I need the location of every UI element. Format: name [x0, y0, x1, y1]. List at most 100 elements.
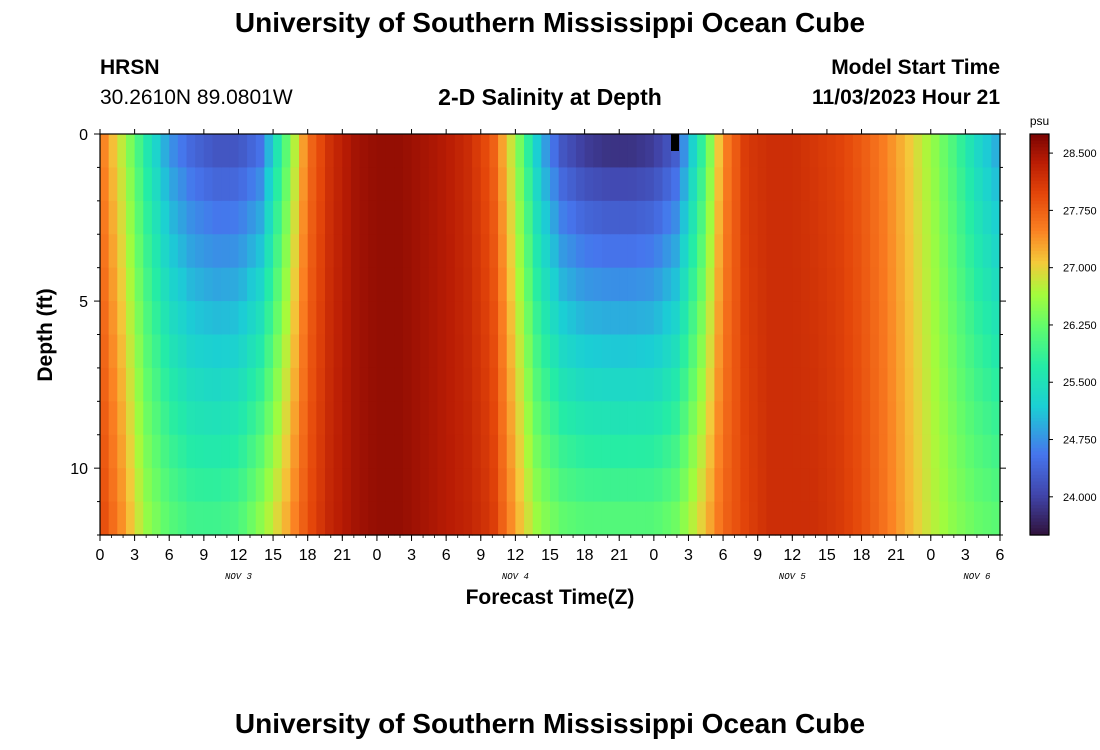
heatmap-cell — [974, 334, 984, 369]
heatmap-cell — [151, 501, 162, 536]
heatmap-cell — [463, 468, 473, 503]
heatmap-cell — [411, 267, 421, 302]
colorbar-segment — [1030, 401, 1049, 406]
x-tick-label: 15 — [541, 547, 559, 564]
heatmap-cell — [991, 301, 1001, 336]
heatmap-cell — [688, 167, 698, 202]
heatmap-cell — [714, 167, 724, 202]
colorbar-segment — [1030, 210, 1049, 215]
heatmap-cell — [619, 501, 629, 536]
heatmap-cell — [723, 468, 733, 503]
heatmap-cell — [593, 434, 603, 469]
heatmap-cell — [575, 501, 586, 536]
heatmap-cell — [108, 468, 118, 503]
heatmap-cell — [394, 167, 404, 202]
day-label: NOV 3 — [225, 572, 253, 582]
heatmap-cell — [238, 401, 248, 436]
heatmap-cell — [125, 200, 136, 235]
heatmap-cell — [671, 501, 681, 536]
heatmap-cell — [446, 200, 456, 235]
heatmap-cell — [783, 234, 793, 269]
colorbar-segment — [1030, 448, 1049, 453]
heatmap-cell — [558, 134, 568, 169]
colorbar-segment — [1030, 157, 1049, 162]
heatmap-cell — [974, 134, 984, 169]
heatmap-cell — [792, 301, 802, 336]
heatmap-cell — [818, 401, 828, 436]
heatmap-cell — [645, 301, 655, 336]
heatmap-cell — [844, 301, 854, 336]
heatmap-cell — [273, 367, 283, 402]
colorbar-segment — [1030, 371, 1049, 376]
heatmap-cell — [991, 234, 1001, 269]
heatmap-cell — [593, 167, 603, 202]
heatmap-cell — [792, 468, 802, 503]
heatmap-cell — [766, 334, 776, 369]
heatmap-cell — [974, 501, 984, 536]
heatmap-cell — [930, 501, 941, 536]
heatmap-cell — [705, 301, 716, 336]
heatmap-cell — [922, 200, 932, 235]
heatmap-cell — [100, 501, 110, 536]
heatmap-cell — [437, 234, 447, 269]
heatmap-cell — [125, 134, 136, 169]
heatmap-cell — [489, 401, 499, 436]
heatmap-cell — [593, 200, 603, 235]
heatmap-cell — [679, 501, 690, 536]
heatmap-cell — [775, 200, 785, 235]
heatmap-cell — [697, 501, 707, 536]
heatmap-cell — [498, 468, 508, 503]
heatmap-cell — [593, 401, 603, 436]
heatmap-cell — [584, 501, 594, 536]
heatmap-cell — [653, 200, 664, 235]
heatmap-cell — [446, 501, 456, 536]
heatmap-cell — [922, 468, 932, 503]
heatmap-cell — [939, 501, 949, 536]
heatmap-cell — [645, 367, 655, 402]
colorbar-segment — [1030, 284, 1049, 289]
heatmap-cell — [359, 200, 369, 235]
heatmap-cell — [385, 434, 395, 469]
heatmap-cell — [359, 401, 369, 436]
heatmap-cell — [766, 468, 776, 503]
heatmap-cell — [922, 434, 932, 469]
heatmap-cell — [731, 434, 741, 469]
heatmap-cell — [956, 468, 966, 503]
heatmap-cell — [160, 134, 170, 169]
heatmap-cell — [939, 234, 949, 269]
heatmap-cell — [108, 301, 118, 336]
heatmap-cell — [749, 501, 759, 536]
heatmap-cell — [826, 301, 837, 336]
x-tick-label: 18 — [853, 547, 871, 564]
heatmap-cell — [679, 167, 690, 202]
heatmap-cell — [809, 234, 819, 269]
heatmap-cell — [965, 434, 975, 469]
heatmap-cell — [506, 434, 516, 469]
colorbar-segment — [1030, 250, 1049, 255]
heatmap-cell — [922, 334, 932, 369]
heatmap-cell — [177, 401, 188, 436]
heatmap-cell — [255, 501, 266, 536]
heatmap-cell — [229, 200, 240, 235]
heatmap-cell — [359, 301, 369, 336]
heatmap-cell — [212, 167, 222, 202]
heatmap-cell — [316, 401, 326, 436]
heatmap-cell — [948, 167, 958, 202]
heatmap-cell — [402, 267, 413, 302]
heatmap-cell — [134, 334, 144, 369]
heatmap-cell — [420, 367, 430, 402]
heatmap-cell — [550, 367, 560, 402]
heatmap-cell — [151, 134, 162, 169]
heatmap-cell — [982, 501, 992, 536]
heatmap-cell — [454, 200, 465, 235]
heatmap-cell — [697, 468, 707, 503]
heatmap-cell — [411, 401, 421, 436]
heatmap-cell — [402, 468, 413, 503]
heatmap-cell — [697, 267, 707, 302]
colorbar-tick-label: 27.750 — [1063, 205, 1097, 217]
heatmap-cell — [878, 501, 889, 536]
heatmap-cell — [221, 267, 231, 302]
heatmap-cell — [125, 468, 136, 503]
heatmap-cell — [627, 401, 638, 436]
